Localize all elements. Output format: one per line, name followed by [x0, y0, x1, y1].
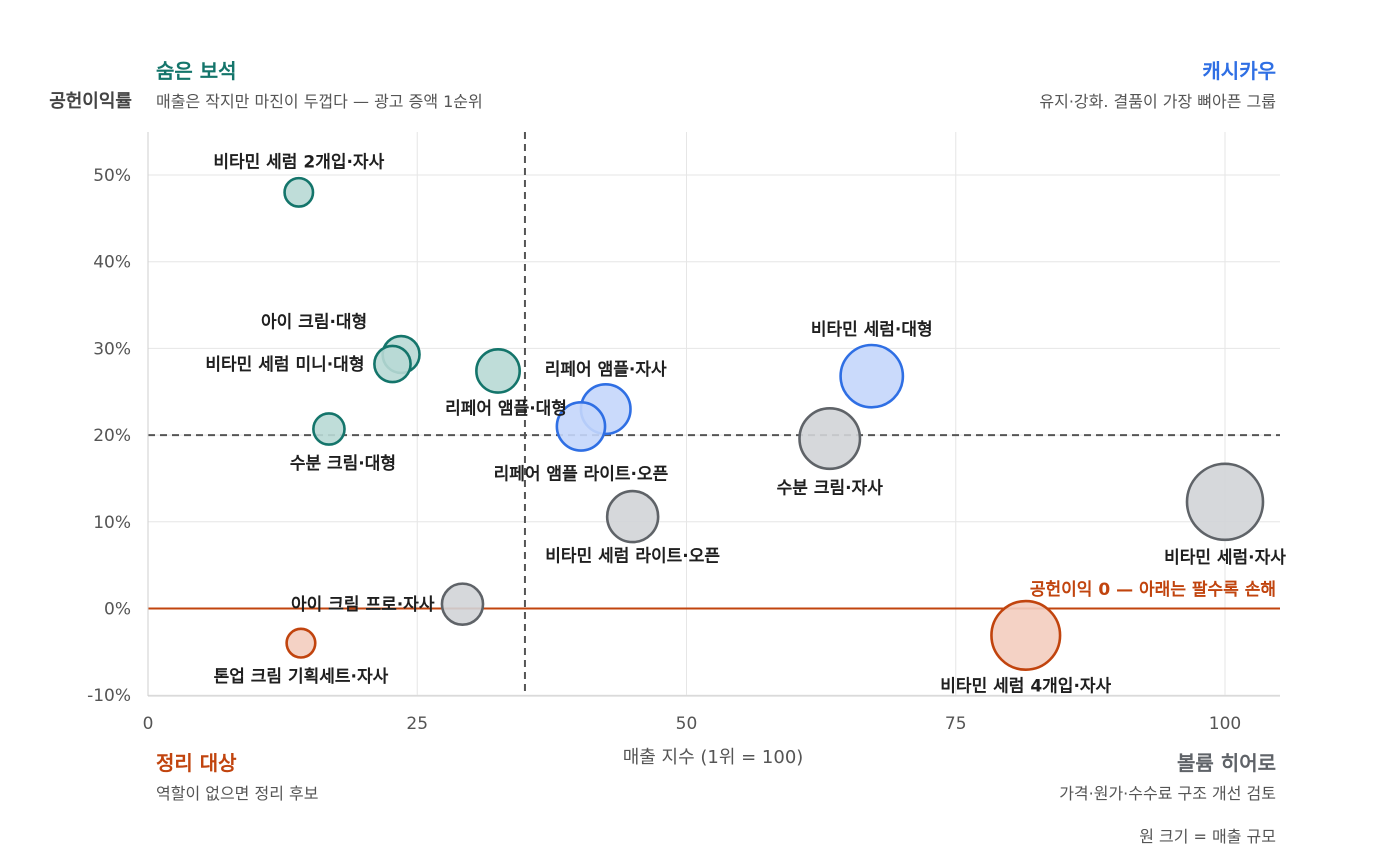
bubble-label: 비타민 세럼·자사 [1164, 548, 1286, 568]
quadrant-title-cleanup: 정리 대상 [156, 751, 237, 775]
quadrant-title-cash-cow: 캐시카우 [1202, 59, 1276, 83]
x-tick-label: 100 [1209, 714, 1241, 734]
x-tick-label: 75 [945, 714, 967, 734]
bubble [555, 401, 607, 452]
zero-line-label: 공헌이익 0 — 아래는 팔수록 손해 [1030, 580, 1276, 600]
bubble [440, 582, 485, 626]
bubbles [283, 176, 1265, 671]
bubble [605, 489, 660, 544]
y-tick-label: -10% [87, 686, 131, 706]
y-tick-label: 0% [104, 600, 131, 620]
quadrant-subtitle-cleanup: 역할이 없으면 정리 후보 [156, 784, 318, 803]
bubble-label: 비타민 세럼 4개입·자사 [940, 676, 1111, 696]
bubble-label: 리페어 앰플·대형 [445, 398, 567, 419]
bubble-label: 비타민 세럼 2개입·자사 [213, 152, 384, 172]
y-tick-label: 50% [93, 166, 131, 186]
bubble [475, 347, 521, 394]
x-axis-title: 매출 지수 (1위 = 100) [623, 747, 804, 768]
x-tick-label: 0 [143, 714, 154, 734]
bubble [283, 176, 315, 208]
y-tick-label: 30% [93, 339, 131, 359]
quadrant-title-hidden-gem: 숨은 보석 [156, 59, 237, 83]
quadrant-title-volume-hero: 볼륨 히어로 [1177, 751, 1276, 775]
quadrant-subtitle-hidden-gem: 매출은 작지만 마진이 두껍다 — 광고 증액 1순위 [156, 92, 483, 111]
bubble [1185, 462, 1265, 542]
bubble-label: 수분 크림·자사 [777, 479, 884, 499]
y-tick-label: 20% [93, 426, 131, 446]
bubble-label: 아이 크림 프로·자사 [291, 595, 435, 615]
thresholds [148, 132, 1280, 696]
bubble [312, 412, 346, 446]
bubble-label: 아이 크림·대형 [261, 311, 367, 332]
quadrant-subtitle-volume-hero: 가격·원가·수수료 구조 개선 검토 [1059, 784, 1276, 803]
bubble-label: 비타민 세럼 미니·대형 [205, 354, 364, 375]
bubble [798, 407, 862, 471]
bubble-label: 비타민 세럼 라이트·오픈 [545, 547, 720, 567]
bubble [839, 343, 905, 409]
bubble [990, 599, 1062, 671]
bubble [285, 627, 317, 659]
y-axis-title: 공헌이익률 [49, 91, 132, 112]
y-tick-label: 10% [93, 513, 131, 533]
bubble-label: 리페어 앰플 라이트·오픈 [494, 464, 669, 484]
bubble-label: 비타민 세럼·대형 [811, 319, 933, 340]
x-tick-label: 25 [406, 714, 428, 734]
y-tick-label: 40% [93, 253, 131, 273]
bubble [373, 344, 412, 384]
size-note: 원 크기 = 매출 규모 [1139, 827, 1276, 846]
quadrant-subtitle-cash-cow: 유지·강화. 결품이 가장 뼈아픈 그룹 [1039, 92, 1276, 111]
bubble-label: 톤업 크림 기획세트·자사 [214, 667, 389, 687]
axes: 0 25 50 75 100 -10% 0% 10% 20% 30% 40% 50% [87, 132, 1280, 734]
bubble-label: 리페어 앰플·자사 [545, 360, 667, 380]
bubble-label: 수분 크림·대형 [290, 453, 396, 474]
x-tick-label: 50 [676, 714, 698, 734]
